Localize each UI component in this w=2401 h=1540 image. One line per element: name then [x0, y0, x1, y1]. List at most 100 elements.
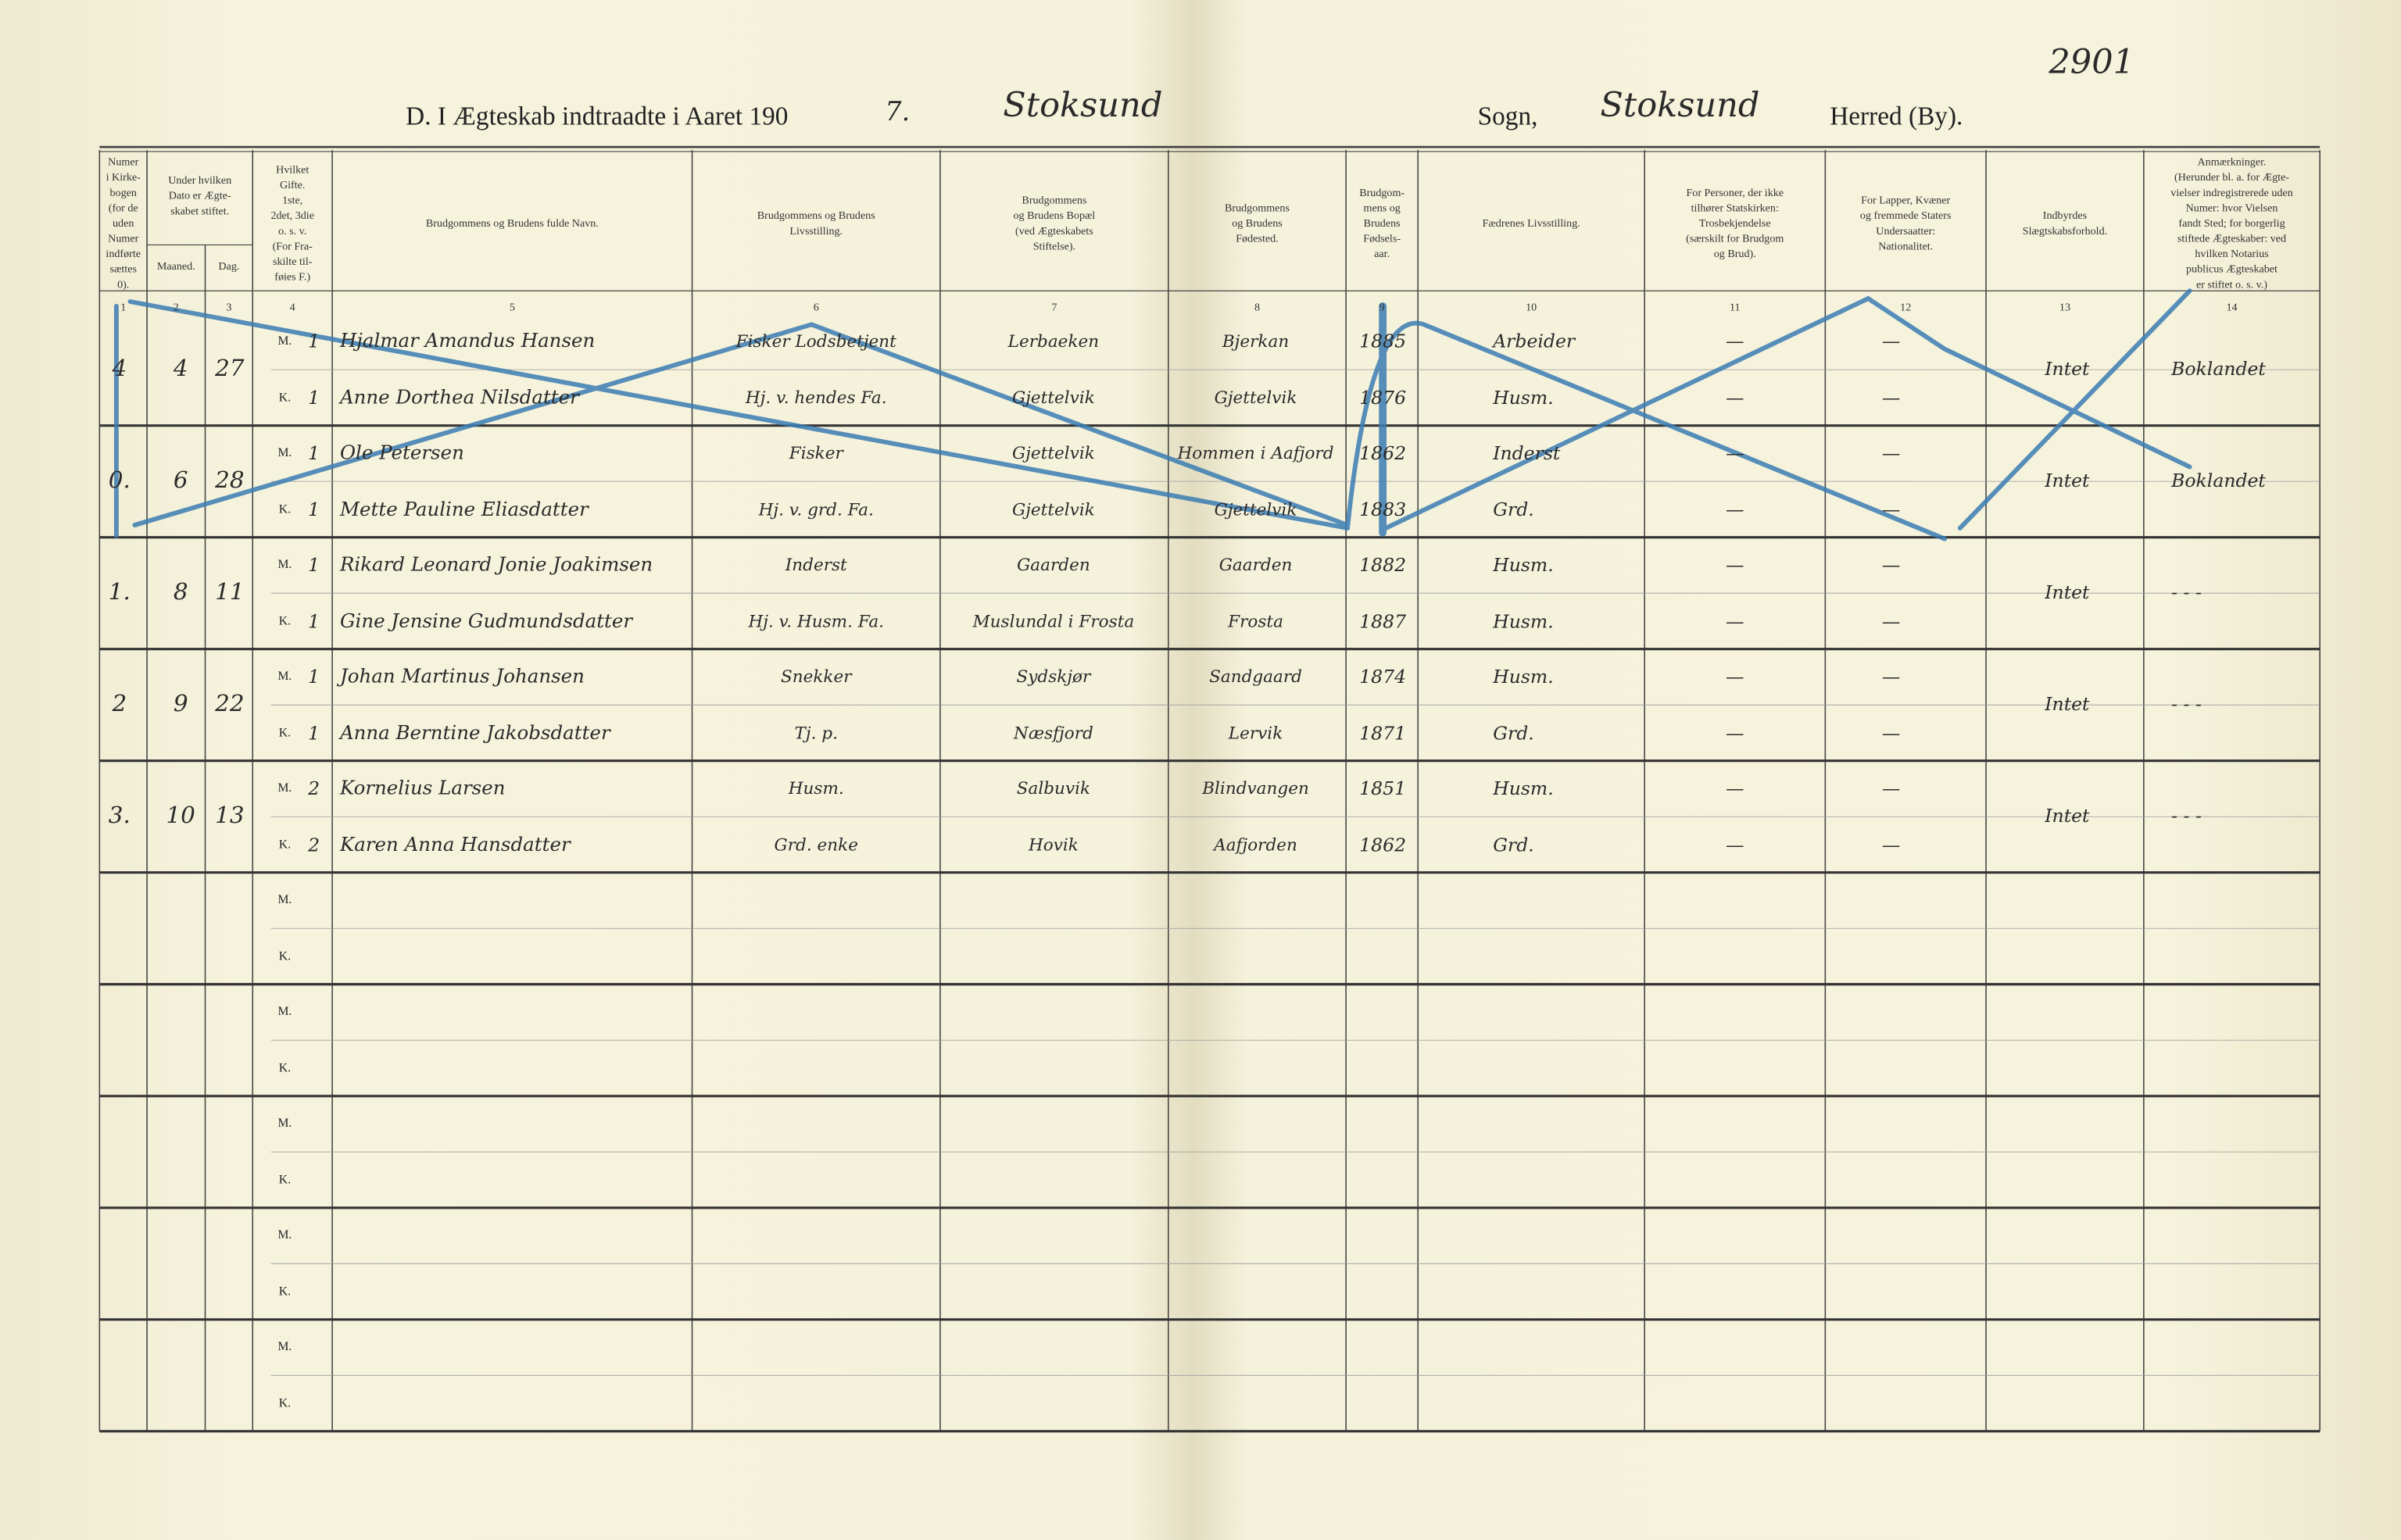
parish-handwritten: Stoksund — [1003, 87, 1163, 126]
groom-birthplace: Hommen i Aafjord — [1177, 443, 1334, 463]
column-header: Fødested. — [1236, 232, 1279, 245]
bride-father: Husm. — [1493, 387, 1554, 409]
record-number: 4 — [112, 354, 127, 382]
column-header: (særskilt for Brudgom — [1686, 232, 1784, 245]
column-header: Brudgommens og Brudens fulde Navn. — [425, 217, 599, 230]
column-header: stiftede Ægteskaber: ved — [2177, 232, 2287, 245]
record-number: 1. — [108, 577, 131, 606]
groom-name: Johan Martinus Johansen — [339, 663, 585, 688]
column-header: (For Fra- — [272, 240, 313, 253]
bride-name: Anna Berntine Jakobsdatter — [339, 720, 610, 744]
row-label: M. — [277, 557, 292, 571]
groom-faith: — — [1725, 777, 1744, 799]
column-header: og fremmede Staters — [1859, 209, 1952, 223]
bride-birth-year: 1871 — [1359, 722, 1407, 745]
remarks: Boklandet — [2171, 358, 2266, 380]
column-header: mens og — [1363, 202, 1401, 215]
column-number: 8 — [1254, 301, 1261, 314]
column-header: 0). — [117, 278, 130, 291]
groom-father: Inderst — [1493, 442, 1561, 464]
bride-birth-year: 1887 — [1359, 610, 1407, 633]
column-number: 2 — [173, 301, 179, 314]
groom-birthplace: Bjerkan — [1222, 331, 1290, 352]
groom-marriage: 1 — [308, 666, 320, 688]
bride-name: Anne Dorthea Nilsdatter — [339, 385, 579, 409]
bride-residence: Hovik — [1028, 834, 1079, 856]
groom-occupation: Snekker — [780, 666, 852, 687]
column-header: Stiftelse). — [1032, 240, 1076, 253]
column-header: 1ste, — [282, 194, 303, 207]
sogn-label: Sogn, — [1477, 102, 1538, 131]
column-header: Gifte. — [279, 179, 306, 191]
bride-marriage: 1 — [308, 387, 320, 409]
column-number: 9 — [1379, 301, 1385, 314]
groom-faith: — — [1725, 666, 1744, 688]
groom-marriage: 1 — [308, 554, 320, 576]
record-number: 3. — [108, 801, 131, 829]
row-label: K. — [278, 1060, 292, 1075]
column-header: Numer: hvor Vielsen — [2185, 202, 2278, 215]
groom-marriage: 1 — [308, 331, 320, 352]
groom-birthplace: Gaarden — [1218, 555, 1293, 575]
bride-occupation: Hj. v. Husm. Fa. — [748, 611, 885, 632]
groom-birth-year: 1874 — [1359, 666, 1407, 688]
column-header: Anmærkninger. — [2197, 155, 2267, 169]
bride-residence: Gjettelvik — [1012, 388, 1095, 409]
column-header: aar. — [1374, 248, 1390, 261]
bride-birth-year: 1876 — [1359, 387, 1407, 409]
bride-occupation: Hj. v. hendes Fa. — [745, 388, 887, 409]
column-number: 14 — [2226, 301, 2238, 314]
row-label: K. — [278, 725, 292, 740]
column-header: og Brud). — [1713, 248, 1756, 261]
herred-handwritten: Stoksund — [1600, 87, 1760, 126]
column-number: 4 — [289, 301, 295, 314]
row-label: K. — [278, 502, 292, 516]
groom-nationality: — — [1881, 777, 1901, 799]
groom-residence: Gaarden — [1017, 555, 1090, 575]
bride-faith: — — [1725, 722, 1744, 745]
groom-name: Rikard Leonard Jonie Joakimsen — [339, 552, 653, 576]
row-label: K. — [278, 613, 292, 628]
groom-nationality: — — [1881, 442, 1901, 464]
herred-label: Herred (By). — [1830, 102, 1963, 131]
remarks: - - - — [2171, 693, 2202, 715]
record-number: 2 — [112, 689, 127, 717]
column-header: (ved Ægteskabets — [1015, 224, 1093, 238]
column-header: bogen — [109, 187, 137, 199]
column-header: skilte til- — [272, 255, 313, 268]
bride-marriage: 1 — [308, 722, 320, 745]
column-header: (for de — [108, 202, 138, 215]
groom-nationality: — — [1881, 331, 1901, 352]
bride-name: Mette Pauline Eliasdatter — [339, 497, 589, 520]
groom-occupation: Fisker Lodsbetjent — [735, 331, 896, 352]
relation: Intet — [2045, 581, 2090, 603]
groom-birth-year: 1851 — [1359, 777, 1407, 799]
groom-residence: Salbuvik — [1016, 778, 1091, 799]
column-header: For Lapper, Kvæner — [1861, 194, 1951, 207]
groom-nationality: — — [1881, 554, 1901, 576]
column-header: Fædrenes Livsstilling. — [1482, 217, 1580, 230]
bride-father: Grd. — [1493, 722, 1534, 745]
column-header: Brudgommens — [1225, 202, 1290, 215]
row-label: K. — [278, 949, 292, 963]
column-header: tilhører Statskirken: — [1691, 202, 1779, 215]
day: 27 — [215, 354, 245, 382]
column-header: Brudgom- — [1359, 187, 1405, 199]
day: 28 — [215, 466, 245, 494]
row-label: K. — [278, 1284, 292, 1299]
row-label: M. — [277, 445, 292, 459]
column-header: og Brudens Bopæl — [1013, 209, 1096, 223]
column-header: indførte — [106, 248, 141, 261]
column-header: o. s. v. — [278, 224, 307, 238]
relation: Intet — [2045, 805, 2090, 827]
bride-birthplace: Gjettelvik — [1214, 499, 1297, 520]
column-number: 1 — [120, 301, 127, 314]
bride-marriage: 1 — [308, 610, 320, 633]
bride-birthplace: Aafjorden — [1214, 834, 1297, 856]
column-header: 2det, 3die — [270, 209, 314, 223]
column-header: Hvilket — [276, 163, 310, 177]
groom-occupation: Husm. — [788, 778, 844, 799]
groom-birthplace: Sandgaard — [1209, 666, 1302, 687]
month: 8 — [173, 577, 188, 606]
column-header: Under hvilken — [168, 174, 232, 188]
